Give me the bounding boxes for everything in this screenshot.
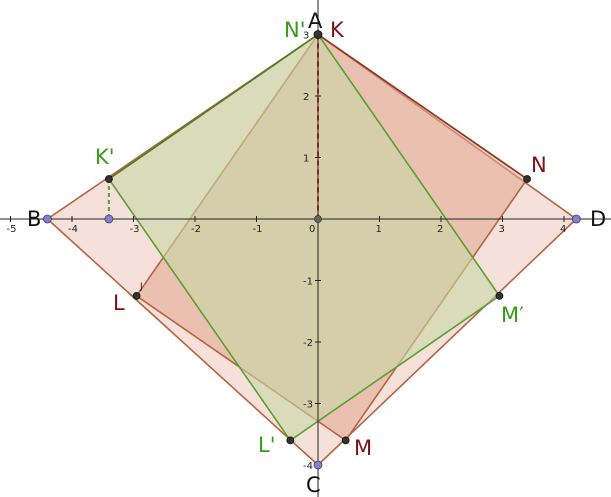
point-a [313, 30, 323, 39]
point-d [571, 214, 581, 224]
x-tick-label: -4 [68, 224, 78, 235]
point-foot [104, 214, 114, 224]
label-Kp: K' [95, 145, 115, 169]
label-L: L [113, 291, 125, 315]
y-tick-label: 1 [303, 154, 309, 165]
point-c [313, 460, 323, 470]
y-tick-label: -2 [303, 338, 313, 349]
label-A: A [308, 9, 323, 33]
label-Mp: M′ [501, 303, 524, 327]
point-lp [286, 436, 295, 445]
y-tick-label: -3 [303, 400, 313, 411]
x-tick-label: 0 [309, 224, 315, 235]
x-tick-label: 4 [560, 224, 566, 235]
point-l [132, 291, 141, 300]
point-m [341, 436, 350, 445]
point-mp [495, 291, 504, 300]
x-tick-label: -2 [191, 224, 201, 235]
label-Lp: L' [258, 433, 275, 457]
label-Np: N' [284, 18, 305, 42]
y-tick-label: -1 [303, 277, 313, 288]
x-tick-label: -1 [253, 224, 263, 235]
label-K: K [330, 18, 345, 42]
label-J: J [139, 282, 143, 292]
point-kp [105, 175, 113, 183]
y-tick-label: 3 [303, 31, 309, 42]
y-tick-label: -4 [303, 461, 313, 472]
label-D: D [590, 207, 606, 231]
label-M: M [354, 436, 372, 460]
label-N: N [531, 153, 547, 177]
x-tick-label: -5 [7, 224, 17, 235]
point-o [314, 215, 322, 223]
x-tick-label: -3 [130, 224, 140, 235]
x-tick-label: 2 [437, 224, 443, 235]
segment-kp-a [108, 33, 319, 180]
x-tick-label: 3 [499, 224, 505, 235]
y-tick-label: 2 [303, 92, 309, 103]
segment-a-n [317, 33, 528, 180]
point-b [43, 214, 52, 224]
label-B: B [27, 207, 41, 231]
point-n [523, 175, 531, 183]
x-tick-label: 1 [376, 224, 382, 235]
label-C: C [306, 473, 321, 497]
